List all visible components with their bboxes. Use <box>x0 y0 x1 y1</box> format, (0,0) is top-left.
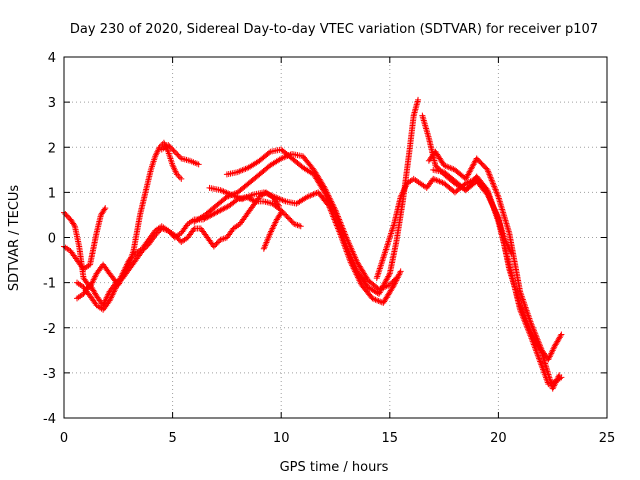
y-tick-label: -4 <box>43 412 56 427</box>
x-tick-label: 5 <box>168 431 176 446</box>
data-marker-path <box>430 166 563 392</box>
y-tick-label: 4 <box>48 51 56 66</box>
data-marker-path <box>425 148 565 363</box>
data-series-track-l <box>425 148 565 363</box>
y-tick-label: 3 <box>48 96 56 111</box>
y-tick-label: 1 <box>48 186 56 201</box>
data-series-track-m <box>430 166 563 392</box>
y-tick-label: -1 <box>43 277 56 292</box>
y-tick-label: 2 <box>48 141 56 156</box>
y-tick-label: 0 <box>48 232 56 247</box>
data-series-track-e <box>74 189 283 313</box>
data-series-track-i <box>260 209 285 252</box>
data-marker-path <box>158 141 202 168</box>
x-tick-label: 20 <box>490 431 507 446</box>
x-tick-label: 25 <box>599 431 616 446</box>
data-marker-path <box>260 209 285 252</box>
y-tick-label: -3 <box>43 367 56 382</box>
x-tick-label: 0 <box>60 431 68 446</box>
x-tick-label: 15 <box>382 431 399 446</box>
data-points <box>61 96 565 392</box>
axis-ticks: 0 5 10 15 20 25 -4 -3 -2 -1 0 1 2 3 4 <box>43 51 615 446</box>
y-axis-label: SDTVAR / TECUs <box>7 185 22 292</box>
y-tick-label: -2 <box>43 322 56 337</box>
plot-frame <box>63 56 608 419</box>
x-tick-label: 10 <box>273 431 290 446</box>
data-series-track-b <box>158 141 202 168</box>
chart-title: Day 230 of 2020, Sidereal Day-to-day VTE… <box>70 22 598 37</box>
x-axis-label: GPS time / hours <box>280 460 389 475</box>
data-marker-path <box>74 189 283 313</box>
